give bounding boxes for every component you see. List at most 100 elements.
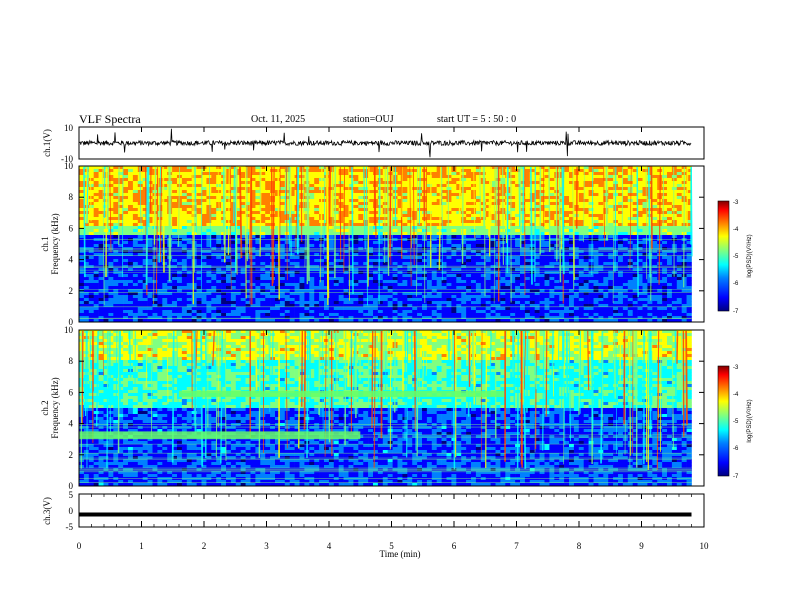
spectrogram-cell	[544, 199, 550, 203]
spectrogram-cell	[549, 190, 555, 194]
spectrogram-cell	[172, 265, 178, 269]
spectrogram-cell	[211, 169, 217, 173]
spectrogram-cell	[446, 214, 452, 218]
spectrogram-cell	[240, 232, 246, 236]
spectrogram-cell	[539, 175, 545, 179]
spectrogram-cell	[466, 229, 472, 233]
spectrogram-cell	[206, 232, 212, 236]
spectrogram-cell	[343, 268, 349, 272]
spectrogram-cell	[270, 169, 276, 173]
spectrogram-cell	[363, 166, 369, 170]
spectrogram-cell	[132, 184, 139, 188]
spectrogram-cell	[240, 202, 246, 206]
spectrogram-cell	[559, 262, 565, 266]
spectrogram-cell	[392, 241, 398, 245]
spectrogram-cell	[353, 283, 359, 287]
spectrogram-cell	[569, 262, 575, 266]
spectrogram-cell	[510, 238, 516, 242]
spectrogram-cell	[343, 196, 349, 200]
spectrogram-cell	[618, 262, 624, 266]
spectrogram-cell	[588, 211, 594, 215]
spectrogram-cell	[431, 187, 437, 191]
spectrogram-cell	[343, 241, 349, 245]
spectrogram-cell	[529, 175, 535, 179]
spectrogram-cell	[559, 277, 565, 281]
spectrogram-cell	[485, 208, 491, 212]
spectrogram-cell	[250, 184, 256, 188]
spectrogram-cell	[593, 187, 599, 191]
spectrogram-cell	[544, 175, 550, 179]
spectrogram-cell	[363, 241, 369, 245]
spectrogram-cell	[480, 268, 486, 272]
spectrogram-cell	[118, 208, 124, 212]
spectrogram-cell	[588, 262, 594, 266]
spectrogram-cell	[368, 277, 374, 281]
spectrogram-cell	[382, 283, 388, 287]
spectrogram-cell	[451, 208, 457, 212]
spectrogram-cell	[598, 238, 604, 242]
spectrogram-cell	[686, 178, 692, 182]
spectrogram-cell	[392, 235, 398, 239]
spectrogram-cell	[456, 166, 462, 170]
spectrogram-cell	[245, 208, 251, 212]
spectrogram-cell	[309, 283, 315, 287]
spectrogram-cell	[446, 235, 452, 239]
spectrogram-cell	[93, 196, 99, 200]
spectrogram-cell	[98, 250, 104, 254]
spectrogram-cell	[260, 229, 266, 233]
spectrogram-cell	[608, 178, 614, 182]
spectrogram-cell	[520, 283, 526, 287]
spectrogram-cell	[93, 169, 99, 173]
spectrogram-cell	[426, 202, 433, 206]
spectrogram-cell	[128, 196, 134, 200]
spectrogram-cell	[603, 220, 609, 224]
spectrogram-cell	[397, 220, 403, 224]
spectrogram-cell	[446, 172, 452, 176]
spectrogram-cell	[265, 235, 271, 239]
spectrogram-cell	[216, 262, 222, 266]
spectrogram-cell	[627, 175, 633, 179]
spectrogram-cell	[235, 229, 241, 233]
spectrogram-cell	[676, 226, 682, 230]
spectrogram-cell	[235, 226, 241, 230]
spectrogram-cell	[642, 235, 648, 239]
spectrogram-cell	[196, 262, 202, 266]
spectrogram-cell	[544, 277, 550, 281]
spectrogram-cell	[132, 244, 139, 248]
spectrogram-cell	[294, 277, 300, 281]
spectrogram-cell	[436, 208, 442, 212]
spectrogram-cell	[118, 214, 124, 218]
spectrogram-cell	[348, 193, 354, 197]
spectrogram-cell	[377, 253, 384, 257]
spectrogram-cell	[466, 184, 472, 188]
spectrogram-cell	[446, 175, 452, 179]
spectrogram-cell	[578, 241, 584, 245]
spectrogram-cell	[196, 235, 202, 239]
spectrogram-cell	[539, 250, 545, 254]
spectrogram-cell	[564, 172, 570, 176]
spectrogram-cell	[510, 205, 516, 209]
spectrogram-cell	[79, 253, 85, 257]
spectrogram-cell	[211, 187, 217, 191]
spectrogram-cell	[539, 166, 545, 170]
spectrogram-cell	[382, 208, 388, 212]
spectrogram-cell	[417, 244, 423, 248]
spectrogram-cell	[363, 217, 369, 221]
spectrogram-cell	[622, 166, 629, 170]
spectrogram-cell	[461, 250, 467, 254]
spectrogram-cell	[461, 184, 467, 188]
spectrogram-cell	[510, 190, 516, 194]
spectrogram-cell	[446, 193, 452, 197]
spectrogram-cell	[108, 166, 114, 170]
spectrogram-cell	[358, 277, 364, 281]
spectrogram-cell	[593, 169, 599, 173]
spectrogram-cell	[353, 196, 359, 200]
spectrogram-cell	[544, 280, 550, 284]
spectrogram-cell	[348, 217, 354, 221]
spectrogram-cell	[289, 265, 295, 269]
spectrogram-cell	[142, 244, 148, 248]
spectrogram-cell	[338, 166, 344, 170]
spectrogram-cell	[608, 283, 614, 287]
spectrogram-cell	[157, 274, 163, 278]
spectrogram-cell	[177, 232, 183, 236]
